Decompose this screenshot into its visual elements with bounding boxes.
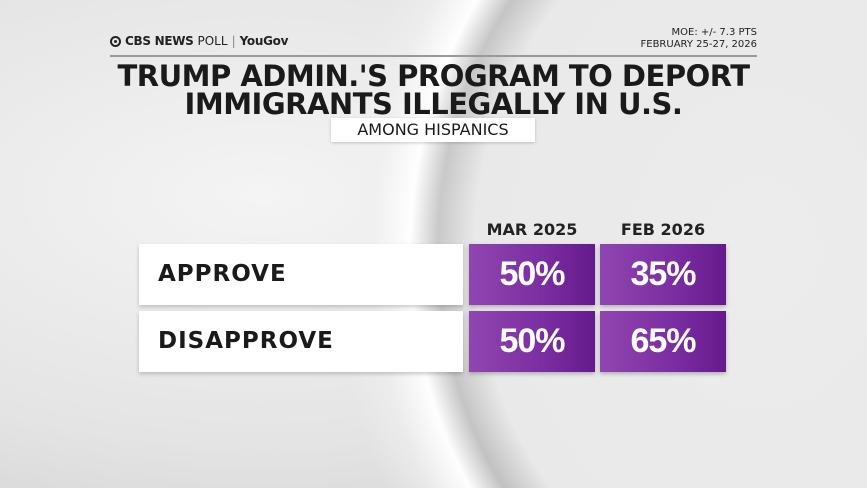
row-label-disapprove: DISAPPROVE: [139, 311, 463, 372]
cell-approve-mar-2025: 50%: [469, 244, 595, 305]
chart-title: TRUMP ADMIN.'S PROGRAM TO DEPORT IMMIGRA…: [0, 59, 867, 121]
margin-of-error: MOE: +/- 7.3 PTS: [671, 27, 757, 38]
column-header: FEB 2026: [620, 220, 706, 239]
cbs-news-poll-logo: CBS NEWS POLL | YouGov: [110, 34, 288, 48]
cbs-eye-icon: [110, 35, 121, 47]
title-line-2: IMMIGRANTS ILLEGALLY IN U.S.: [184, 87, 683, 121]
logo-separator: |: [231, 34, 236, 48]
cell-disapprove-mar-2025: 50%: [469, 311, 595, 372]
row-label-approve: APPROVE: [139, 244, 463, 305]
logo-yougov-text: YouGov: [239, 34, 289, 48]
poll-dates: FEBRUARY 25-27, 2026: [640, 39, 758, 50]
poll-info: MOE: +/- 7.3 PTS FEBRUARY 25-27, 2026: [641, 27, 758, 51]
logo-cbs-text: CBS NEWS: [125, 34, 194, 48]
title-line-1: TRUMP ADMIN.'S PROGRAM TO DEPORT: [117, 59, 750, 93]
cell-approve-feb-2026: 35%: [600, 244, 726, 305]
logo-poll-text: POLL: [197, 34, 228, 48]
cell-disapprove-feb-2026: 65%: [600, 311, 726, 372]
subtitle-badge: AMONG HISPANICS: [331, 118, 535, 142]
header-divider: [110, 55, 757, 57]
column-header: MAR 2025: [486, 220, 578, 239]
